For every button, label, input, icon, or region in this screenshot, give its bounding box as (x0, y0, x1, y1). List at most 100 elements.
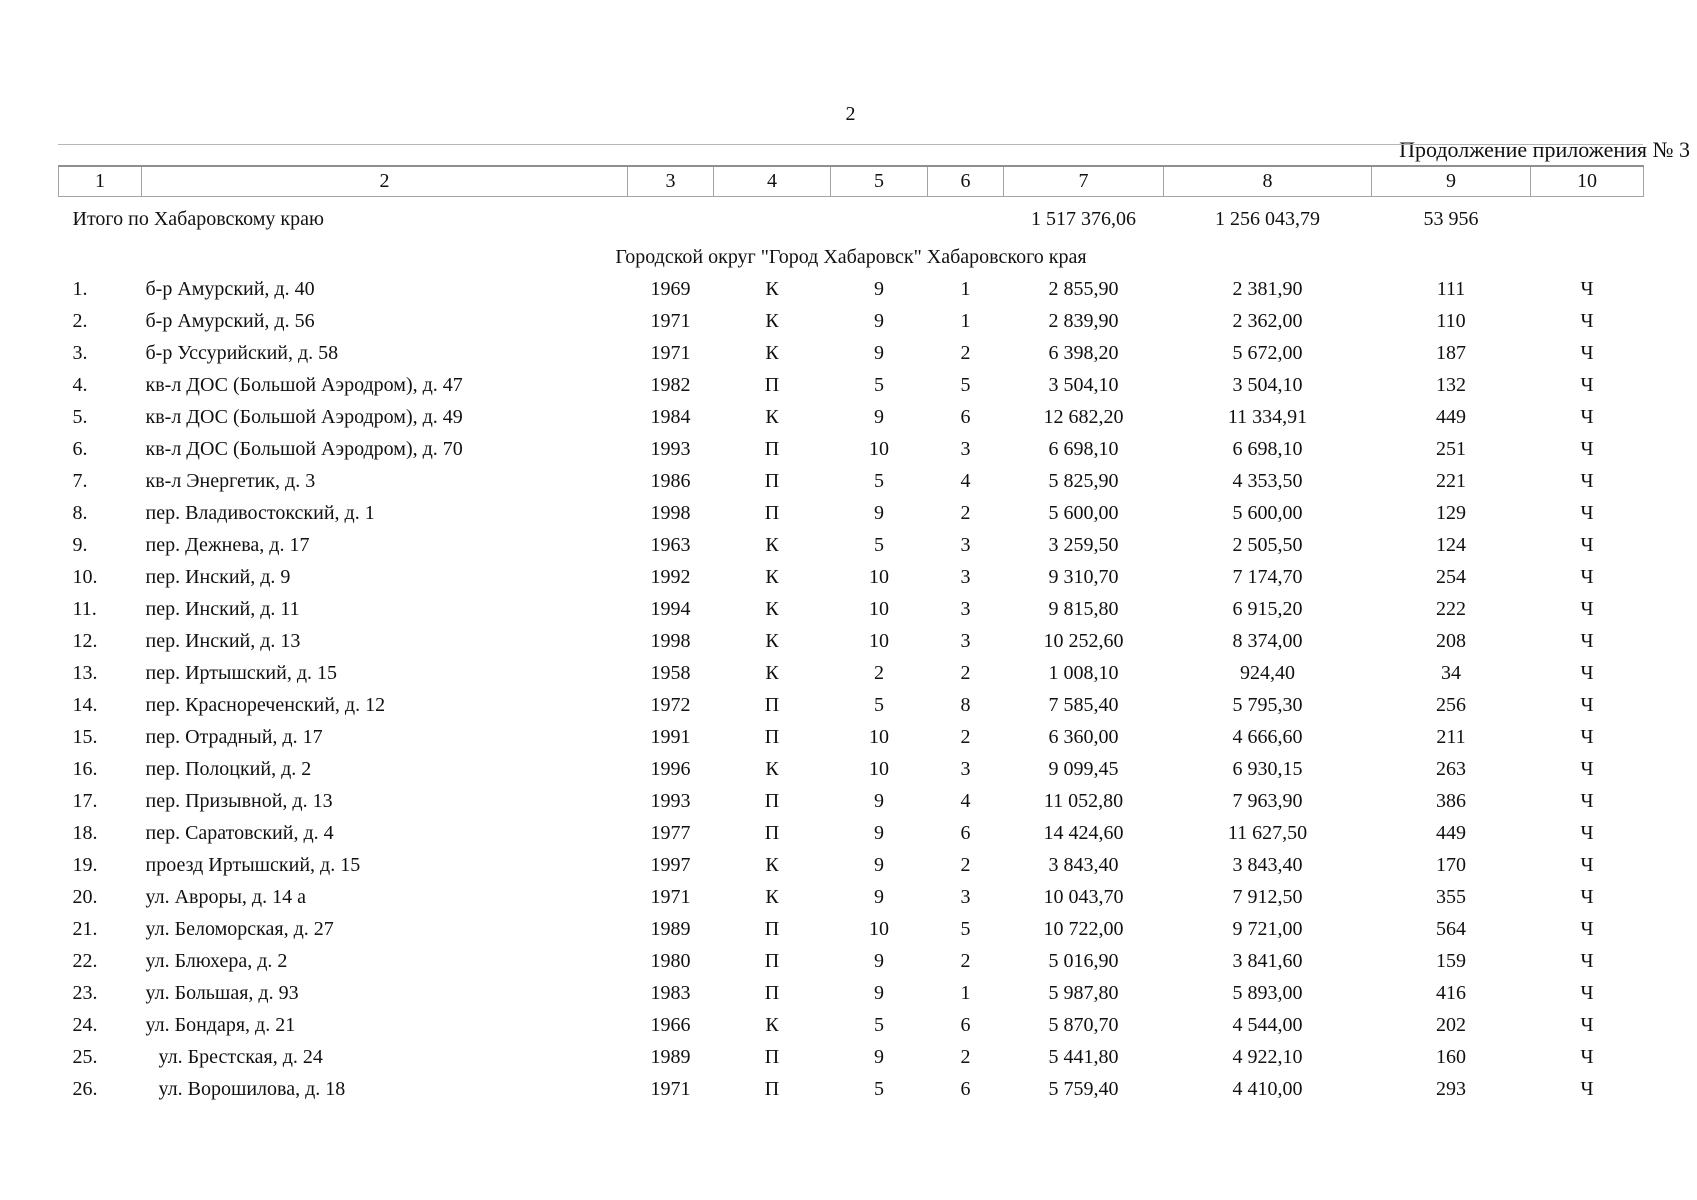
row-number-cell: 13. (72, 661, 98, 684)
col9-cell: 187 (1436, 341, 1466, 364)
col10-cell: Ч (1580, 821, 1594, 844)
col8-cell: 4 410,00 (1232, 1077, 1303, 1100)
col7-cell: 5 987,80 (1048, 981, 1119, 1004)
col3-cell: 1966 (650, 1013, 691, 1036)
col7-cell: 5 441,80 (1048, 1045, 1119, 1068)
col3-cell: 1991 (650, 725, 691, 748)
table-row: 4. кв-л ДОС (Большой Аэродром), д. 47 19… (59, 369, 1644, 401)
col10-cell: Ч (1580, 757, 1594, 780)
col10-cell: Ч (1580, 629, 1594, 652)
col5-cell: 9 (874, 277, 884, 300)
col10-cell: Ч (1580, 949, 1594, 972)
address-cell: пер. Иртышский, д. 15 (145, 661, 338, 684)
col6-cell: 2 (960, 1045, 971, 1068)
table-row: 18. пер. Саратовский, д. 4 1977 П 9 6 14… (59, 817, 1644, 849)
col6-cell: 6 (960, 405, 971, 428)
table-row: 8. пер. Владивостокский, д. 1 1998 П 9 2… (59, 497, 1644, 529)
section-title: Городской округ "Город Хабаровск" Хабаро… (615, 245, 1087, 268)
col3-cell: 1989 (650, 1045, 691, 1068)
table-row: 5. кв-л ДОС (Большой Аэродром), д. 49 19… (59, 401, 1644, 433)
col3-cell: 1963 (650, 533, 691, 556)
col9-cell: 202 (1436, 1013, 1466, 1036)
address-cell: ул. Ворошилова, д. 18 (158, 1077, 346, 1100)
col9-cell: 386 (1436, 789, 1466, 812)
col5-cell: 2 (874, 661, 884, 684)
row-number-cell: 18. (72, 821, 98, 844)
col7-cell: 2 839,90 (1048, 309, 1119, 332)
col7-cell: 7 585,40 (1048, 693, 1119, 716)
column-number-7: 7 (1003, 165, 1164, 197)
col6-cell: 2 (960, 853, 971, 876)
row-number-cell: 14. (72, 693, 98, 716)
col3-cell: 1971 (650, 309, 691, 332)
row-number-cell: 11. (72, 597, 97, 620)
row-number-cell: 19. (72, 853, 98, 876)
table-row: 22. ул. Блюхера, д. 2 1980 П 9 2 5 016,9… (59, 945, 1644, 977)
col6-cell: 6 (960, 1013, 971, 1036)
col9-cell: 251 (1436, 437, 1466, 460)
col8-cell: 924,40 (1240, 661, 1295, 684)
column-number-9: 9 (1371, 165, 1531, 197)
table-row: 26. ул. Ворошилова, д. 18 1971 П 5 6 5 7… (59, 1073, 1644, 1105)
col3-cell: 1984 (650, 405, 691, 428)
col3-cell: 1989 (650, 917, 691, 940)
col8-cell: 7 912,50 (1232, 885, 1303, 908)
col7-cell: 9 815,80 (1048, 597, 1119, 620)
table-row: 10. пер. Инский, д. 9 1992 К 10 3 9 310,… (59, 561, 1644, 593)
column-number-6: 6 (927, 165, 1004, 197)
table-row: 9. пер. Дежнева, д. 17 1963 К 5 3 3 259,… (59, 529, 1644, 561)
column-number-10: 10 (1530, 165, 1644, 197)
row-number-cell: 10. (72, 565, 98, 588)
table-row: 1. б-р Амурский, д. 40 1969 К 9 1 2 855,… (59, 273, 1644, 305)
col5-cell: 5 (874, 469, 884, 492)
col4-cell: П (764, 949, 780, 972)
col4-cell: П (764, 725, 780, 748)
col7-cell: 5 016,90 (1048, 949, 1119, 972)
col5-cell: 5 (874, 1013, 884, 1036)
col8-cell: 2 362,00 (1232, 309, 1303, 332)
table-row: 25. ул. Брестская, д. 24 1989 П 9 2 5 44… (59, 1041, 1644, 1073)
col5-cell: 9 (874, 949, 884, 972)
address-cell: пер. Саратовский, д. 4 (145, 821, 334, 844)
col9-cell: 221 (1436, 469, 1466, 492)
column-number-3: 3 (627, 165, 714, 197)
col3-cell: 1986 (650, 469, 691, 492)
col5-cell: 9 (874, 853, 884, 876)
col3-cell: 1993 (650, 789, 691, 812)
col9-cell: 159 (1436, 949, 1466, 972)
col7-cell: 9 099,45 (1048, 757, 1119, 780)
col5-cell: 9 (874, 309, 884, 332)
col6-cell: 3 (960, 437, 971, 460)
col4-cell: П (764, 917, 780, 940)
address-cell: пер. Краснореченский, д. 12 (145, 693, 386, 716)
col4-cell: П (764, 437, 780, 460)
region-total-label: Итого по Хабаровскому краю (72, 207, 324, 230)
table-row: 2. б-р Амурский, д. 56 1971 К 9 1 2 839,… (59, 305, 1644, 337)
col6-cell: 3 (960, 565, 971, 588)
col4-cell: П (764, 821, 780, 844)
col8-cell: 8 374,00 (1232, 629, 1303, 652)
col10-cell: Ч (1580, 565, 1594, 588)
col3-cell: 1977 (650, 821, 691, 844)
address-cell: пер. Отрадный, д. 17 (145, 725, 323, 748)
col10-cell: Ч (1580, 917, 1594, 940)
col5-cell: 9 (874, 405, 884, 428)
col6-cell: 1 (960, 309, 971, 332)
empty-cell (628, 197, 714, 242)
col3-cell: 1993 (650, 437, 691, 460)
col8-cell: 11 627,50 (1227, 821, 1308, 844)
col10-cell: Ч (1580, 661, 1594, 684)
col5-cell: 10 (869, 917, 889, 940)
col6-cell: 3 (960, 597, 971, 620)
col8-cell: 5 600,00 (1232, 501, 1303, 524)
address-cell: пер. Дежнева, д. 17 (145, 533, 310, 556)
col7-cell: 3 504,10 (1048, 373, 1119, 396)
col7-cell: 10 252,60 (1043, 629, 1124, 652)
empty-cell (1531, 197, 1644, 242)
col8-cell: 3 843,40 (1232, 853, 1303, 876)
col7-cell: 14 424,60 (1043, 821, 1124, 844)
col8-cell: 6 915,20 (1232, 597, 1303, 620)
empty-cell (831, 197, 928, 242)
row-number-cell: 16. (72, 757, 98, 780)
col5-cell: 5 (874, 373, 884, 396)
